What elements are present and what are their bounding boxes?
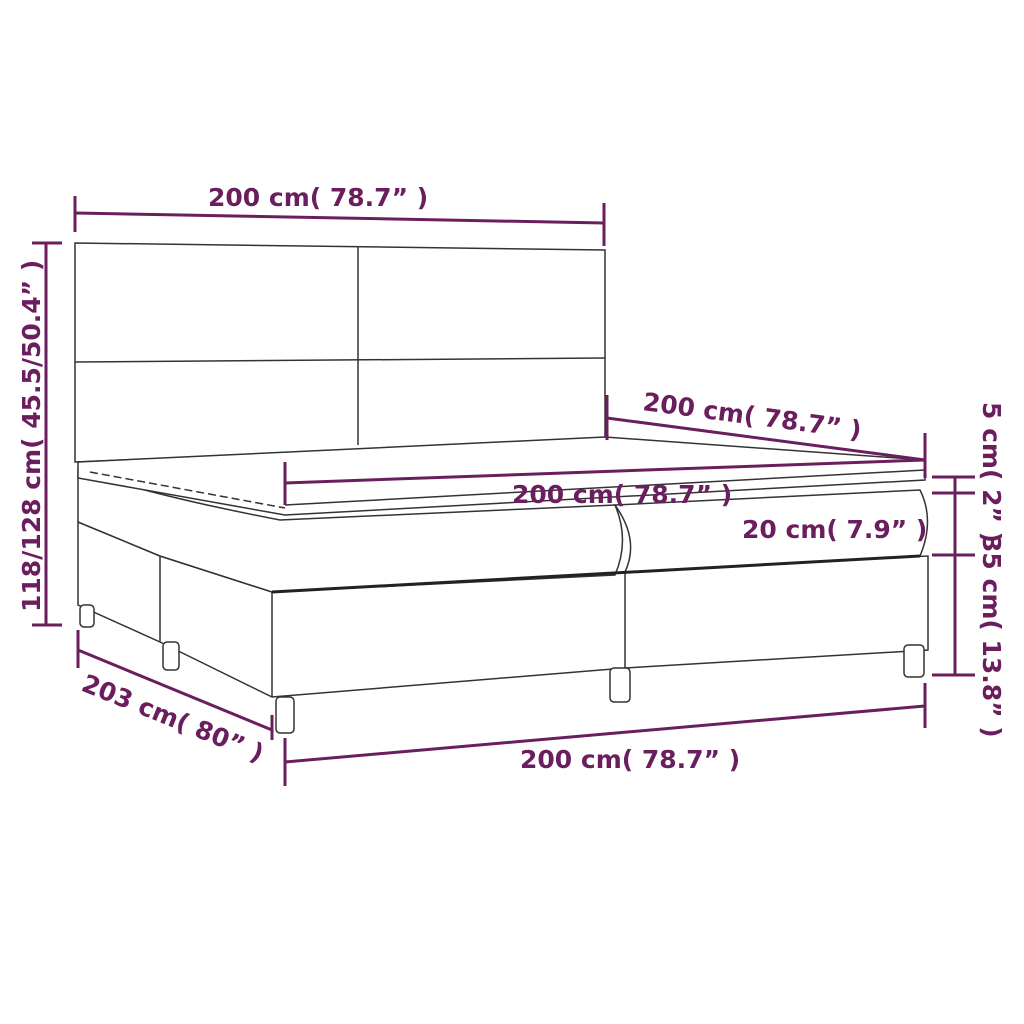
base-width-label: 200 cm( 78.7” ) [520, 745, 740, 774]
headboard [74, 242, 606, 463]
leg [162, 641, 180, 671]
leg [609, 667, 631, 703]
topper-height-label: 5 cm( 2” ) [977, 402, 1006, 543]
total-length-label: 203 cm( 80” ) [78, 669, 268, 768]
leg [903, 644, 925, 678]
mattress-width-label: 200 cm( 78.7” ) [512, 480, 732, 509]
dimension-lines [32, 196, 975, 786]
base-height-label: 35 cm( 13.8” ) [977, 535, 1006, 738]
headboard-width-label: 200 cm( 78.7” ) [208, 183, 428, 212]
total-height-label: 118/128 cm( 45.5/50.4” ) [17, 260, 46, 612]
leg [275, 696, 295, 734]
mattress-height-label: 20 cm( 7.9” ) [742, 515, 927, 544]
leg [79, 604, 95, 628]
bed-illustration [74, 242, 929, 734]
